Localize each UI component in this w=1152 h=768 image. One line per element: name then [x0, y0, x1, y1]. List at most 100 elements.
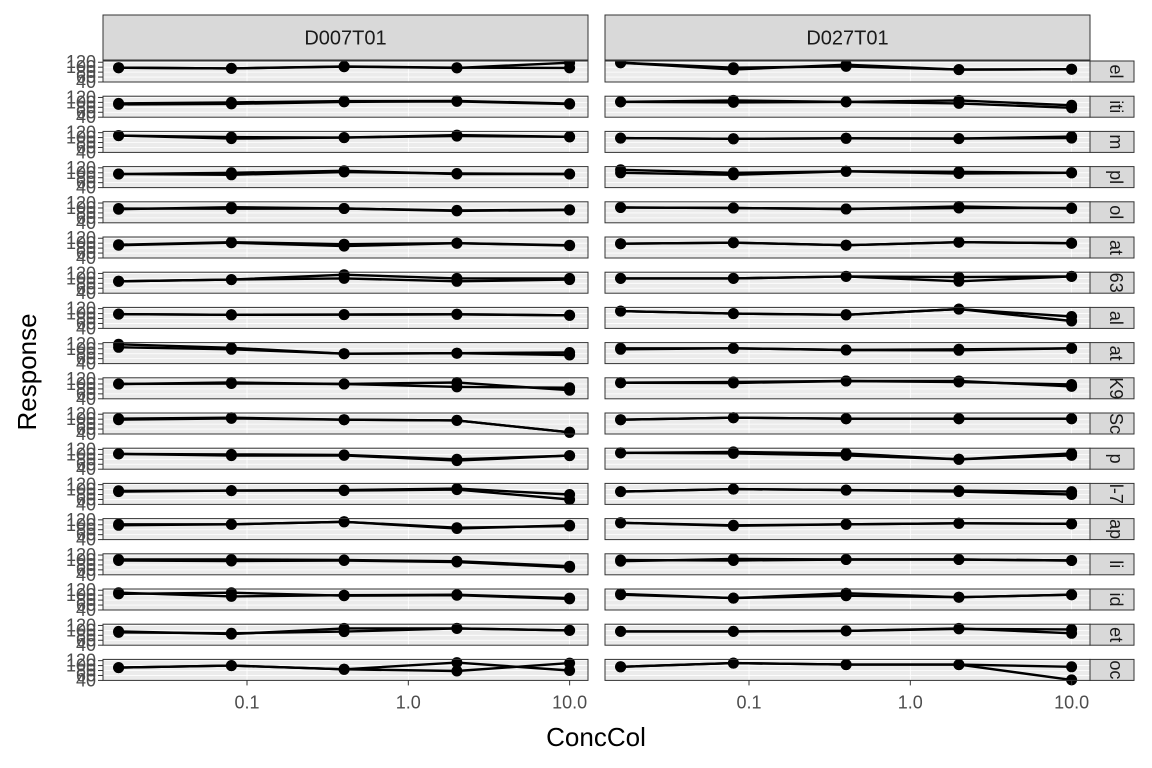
y-tick-label: 100: [66, 198, 96, 218]
panel-data: [615, 342, 1078, 356]
data-point: [1066, 237, 1078, 249]
data-point: [338, 449, 350, 461]
data-point: [451, 589, 463, 601]
y-tick-label: 40: [76, 213, 96, 233]
facet-panel: [604, 657, 1091, 686]
y-tick-label: 40: [76, 670, 96, 690]
data-point: [564, 520, 576, 532]
panel-border: [102, 342, 589, 365]
row-strip: [1089, 236, 1135, 259]
y-tick-label: 100: [66, 128, 96, 148]
data-point: [113, 130, 125, 142]
row-strip: [1089, 412, 1135, 435]
row-strip-label: ol: [1106, 205, 1126, 219]
data-point: [451, 455, 463, 467]
data-point: [225, 450, 237, 462]
x-axis-title: ConcCol: [546, 722, 646, 752]
data-point: [113, 62, 125, 74]
row-strip-label-group: ap: [1106, 519, 1126, 539]
y-tick-label: 120: [66, 651, 96, 671]
y-tick-label: 120: [66, 123, 96, 143]
panel-border: [102, 553, 589, 576]
facet-panel: [604, 517, 1091, 541]
row-strip-label-group: id: [1106, 592, 1126, 606]
data-point: [225, 62, 237, 74]
row-strip-label-group: el: [1106, 64, 1126, 78]
data-point: [615, 238, 627, 250]
y-tick-label: 100: [66, 480, 96, 500]
data-point: [1066, 167, 1078, 179]
column-strips-layer: D007T01 D027T01: [102, 14, 1091, 61]
data-point: [840, 165, 852, 177]
panel-border: [102, 306, 589, 329]
data-point: [338, 663, 350, 675]
panel-border: [102, 588, 589, 611]
data-point: [451, 62, 463, 74]
data-point: [727, 96, 739, 108]
data-point: [840, 413, 852, 425]
data-point: [1066, 555, 1078, 566]
facet-panel: [604, 553, 1091, 576]
y-tick-label: 60: [76, 489, 96, 509]
row-strip-label-group: at: [1106, 240, 1126, 255]
row-strip-label: at: [1106, 346, 1126, 361]
data-point: [615, 167, 627, 179]
y-tick-label: 60: [76, 384, 96, 404]
data-point: [564, 349, 576, 361]
y-tick-label: 60: [76, 560, 96, 580]
data-point: [451, 237, 463, 249]
data-point: [451, 308, 463, 320]
data-point: [564, 450, 576, 462]
x-tick-label: 0.1: [234, 692, 259, 712]
panel-data: [615, 517, 1078, 532]
y-tick-label: 100: [66, 374, 96, 394]
data-point: [225, 343, 237, 355]
data-point: [225, 518, 237, 530]
row-strip-label: id: [1106, 592, 1126, 606]
data-point: [338, 485, 350, 497]
data-point: [615, 486, 627, 498]
data-point: [451, 275, 463, 287]
y-tick-label: 40: [76, 107, 96, 127]
y-tick-label: 40: [76, 248, 96, 268]
y-tick-label: 100: [66, 444, 96, 464]
data-point: [225, 236, 237, 248]
row-strip-label: at: [1106, 240, 1126, 255]
data-point: [1066, 63, 1078, 75]
x-tick-label: 1.0: [396, 692, 421, 712]
row-strip: [1089, 658, 1135, 681]
facet-panel: [604, 412, 1091, 435]
facet-panel: [604, 94, 1091, 118]
y-tick-label: 100: [66, 233, 96, 253]
y-tick-label: 120: [66, 545, 96, 565]
y-tick-label: 40: [76, 389, 96, 409]
y-tick-label: 40: [76, 142, 96, 162]
y-tick-label: 120: [66, 334, 96, 354]
data-point: [727, 376, 739, 388]
row-strip-label: oc: [1106, 660, 1126, 679]
data-point: [727, 592, 739, 604]
facet-panel: [102, 236, 589, 259]
facet-panel: [604, 587, 1091, 611]
y-tick-label: 40: [76, 178, 96, 198]
panel-data: [615, 131, 1078, 145]
data-point: [953, 659, 965, 671]
y-axis-title: Response: [12, 313, 42, 430]
column-strip: [102, 14, 589, 61]
y-tick-label: 80: [76, 168, 96, 188]
panel-data: [113, 554, 576, 573]
y-tick-label: 100: [66, 515, 96, 535]
y-tick-label: 60: [76, 313, 96, 333]
data-point: [564, 561, 576, 573]
data-point: [727, 447, 739, 459]
x-tick-label: 10.0: [1054, 692, 1089, 712]
row-strip: [1089, 60, 1135, 83]
data-point: [1066, 623, 1078, 635]
data-point: [953, 201, 965, 212]
x-tick-label: 0.1: [736, 692, 761, 712]
data-point: [225, 169, 237, 181]
panel-data: [615, 201, 1078, 215]
data-point: [727, 133, 739, 145]
y-tick-label: 60: [76, 243, 96, 263]
